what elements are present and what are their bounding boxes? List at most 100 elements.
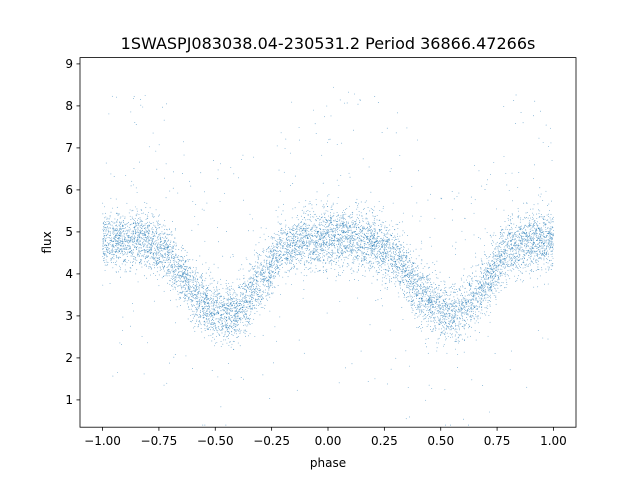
data-point xyxy=(156,264,158,266)
data-point xyxy=(179,278,181,279)
data-point xyxy=(193,267,195,268)
data-point xyxy=(538,240,540,242)
data-point xyxy=(485,293,487,295)
data-point xyxy=(538,257,539,259)
data-point xyxy=(385,273,387,275)
data-point xyxy=(274,326,276,328)
data-point xyxy=(505,239,507,241)
data-point xyxy=(293,250,295,252)
data-point xyxy=(184,287,186,288)
data-point xyxy=(134,256,136,258)
data-point xyxy=(316,247,318,249)
data-point xyxy=(521,249,523,251)
data-point xyxy=(150,268,152,270)
data-point xyxy=(321,237,323,239)
data-point xyxy=(534,164,535,166)
data-point xyxy=(549,248,551,250)
data-point xyxy=(294,234,296,236)
data-point xyxy=(226,329,228,331)
data-point xyxy=(141,209,143,211)
data-point xyxy=(527,225,529,227)
data-point xyxy=(292,264,294,266)
data-point xyxy=(385,226,387,228)
data-point xyxy=(540,251,542,253)
data-point xyxy=(378,201,380,202)
data-point xyxy=(483,272,485,274)
data-point xyxy=(204,324,206,325)
data-point xyxy=(515,236,517,238)
data-point xyxy=(349,176,351,178)
data-point xyxy=(511,244,512,246)
data-point xyxy=(292,230,293,232)
data-point xyxy=(294,241,296,243)
data-point xyxy=(233,327,235,328)
data-point xyxy=(431,284,433,285)
data-point xyxy=(132,264,134,266)
data-point xyxy=(530,236,532,238)
data-point xyxy=(380,244,382,246)
data-point xyxy=(325,237,327,239)
data-point xyxy=(363,227,365,229)
data-point xyxy=(292,258,294,260)
data-point xyxy=(386,245,387,247)
data-point xyxy=(140,247,142,249)
data-point xyxy=(423,283,424,285)
data-point xyxy=(171,281,173,283)
data-point xyxy=(351,221,353,223)
data-point xyxy=(367,233,369,235)
data-point xyxy=(468,285,470,286)
data-point xyxy=(185,278,187,280)
data-point xyxy=(228,344,230,346)
data-point xyxy=(208,269,210,271)
data-point xyxy=(173,280,175,282)
data-point xyxy=(131,241,133,243)
data-point xyxy=(231,285,232,287)
data-point xyxy=(393,229,395,230)
data-point xyxy=(212,308,214,310)
data-point xyxy=(253,156,255,158)
data-point xyxy=(459,289,461,291)
data-point xyxy=(247,230,249,232)
data-point xyxy=(103,233,105,235)
data-point xyxy=(484,283,486,285)
data-point xyxy=(180,283,181,285)
data-point xyxy=(206,313,208,315)
data-point xyxy=(403,255,405,257)
data-point xyxy=(520,235,522,237)
data-point xyxy=(445,316,447,317)
data-point xyxy=(315,258,317,260)
data-point xyxy=(240,319,242,321)
data-point xyxy=(333,261,335,262)
data-point xyxy=(203,321,205,323)
data-point xyxy=(131,239,133,241)
data-point xyxy=(453,318,455,319)
data-point xyxy=(308,240,310,242)
data-point xyxy=(173,271,175,273)
data-point xyxy=(127,235,128,236)
data-point xyxy=(256,299,258,301)
data-point xyxy=(345,236,347,238)
data-point xyxy=(235,325,237,327)
data-point xyxy=(120,249,122,250)
data-point xyxy=(343,209,344,211)
data-point xyxy=(372,249,374,251)
data-point xyxy=(208,304,210,306)
data-point xyxy=(390,248,392,250)
data-point xyxy=(135,273,137,275)
data-point xyxy=(370,241,372,243)
data-point xyxy=(409,283,411,285)
data-point xyxy=(262,281,264,282)
data-point xyxy=(238,313,240,315)
data-point xyxy=(320,216,322,218)
data-point xyxy=(140,253,141,255)
data-point xyxy=(121,252,123,254)
data-point xyxy=(135,257,136,259)
data-point xyxy=(159,233,161,235)
data-point xyxy=(275,265,277,267)
data-point xyxy=(141,243,143,245)
data-point xyxy=(440,322,442,324)
data-point xyxy=(298,241,300,243)
data-point xyxy=(307,255,309,257)
data-point xyxy=(512,234,514,236)
data-point xyxy=(321,244,322,246)
